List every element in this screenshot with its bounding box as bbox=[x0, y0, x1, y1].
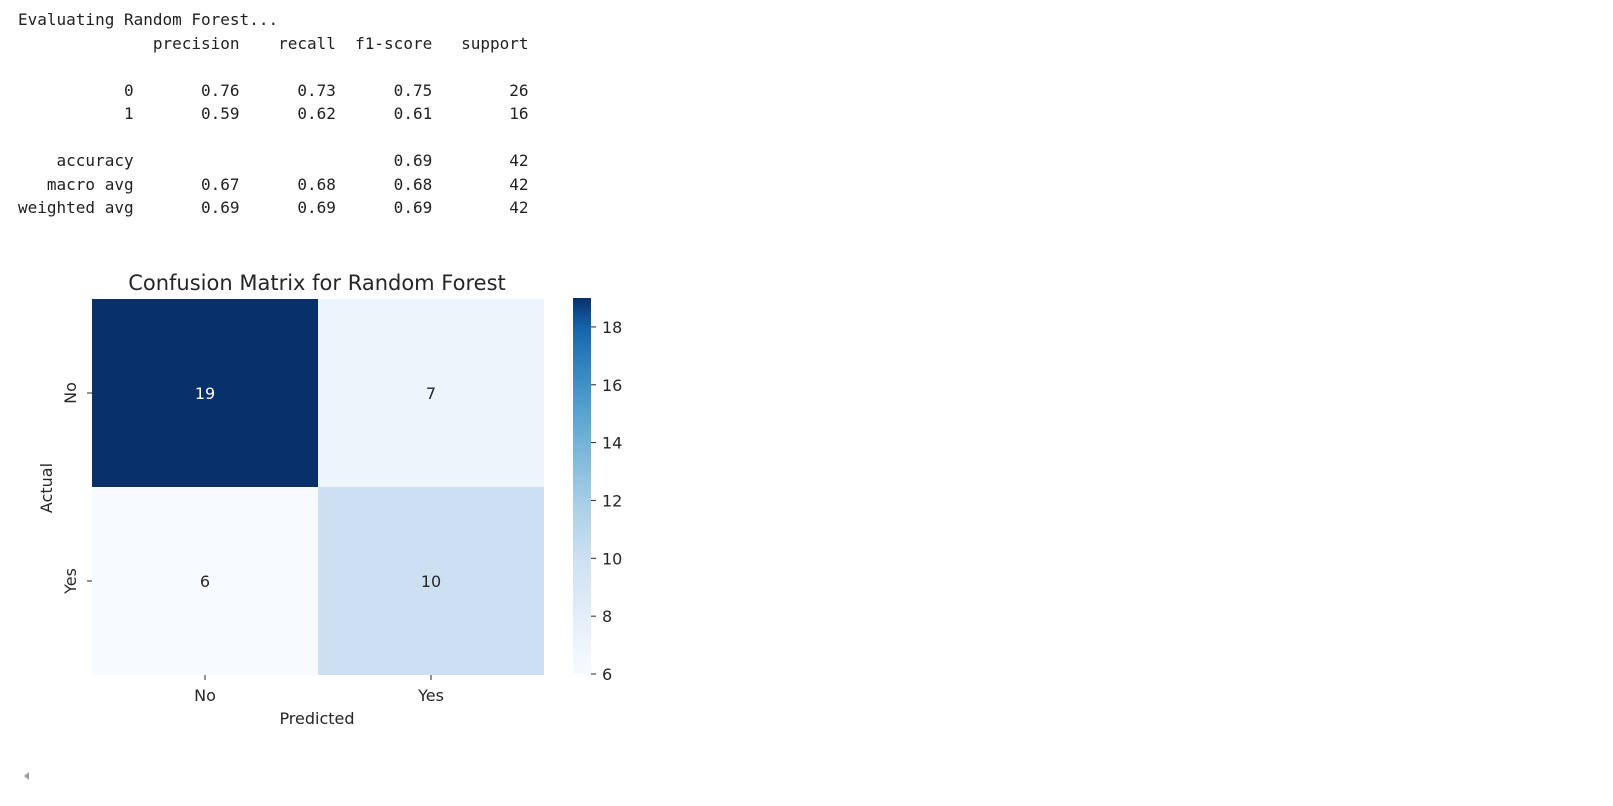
cell-value-label: 19 bbox=[195, 384, 215, 403]
left-triangle-icon[interactable] bbox=[24, 772, 29, 780]
report-line: 0 0.76 0.73 0.75 26 bbox=[18, 80, 529, 100]
report-line: weighted avg 0.69 0.69 0.69 42 bbox=[18, 198, 529, 217]
colorbar-tick-label: 6 bbox=[602, 665, 612, 684]
heatmap-cell bbox=[318, 487, 544, 675]
report-line bbox=[18, 126, 529, 150]
colorbar-tick-label: 14 bbox=[602, 434, 622, 453]
colorbar bbox=[573, 298, 591, 674]
cell-value-label: 10 bbox=[421, 572, 441, 591]
y-axis: No Yes bbox=[61, 382, 92, 595]
y-tick-label: No bbox=[61, 382, 80, 404]
cell-value-label: 6 bbox=[200, 572, 210, 591]
chart-title: Confusion Matrix for Random Forest bbox=[128, 271, 506, 295]
report-line: accuracy 0.69 42 bbox=[18, 151, 529, 170]
cell-value-label: 7 bbox=[426, 384, 436, 403]
y-axis-label: Actual bbox=[37, 463, 56, 513]
x-axis: No Yes bbox=[194, 675, 444, 705]
y-tick-label: Yes bbox=[61, 568, 80, 595]
heatmap-cells: 19 7 6 10 bbox=[92, 299, 544, 675]
report-header-line: Evaluating Random Forest... bbox=[18, 10, 279, 29]
heatmap-cell bbox=[92, 487, 318, 675]
x-tick-label: No bbox=[194, 686, 216, 705]
colorbar-tick-label: 8 bbox=[602, 607, 612, 626]
x-tick-label: Yes bbox=[417, 686, 444, 705]
colorbar-tick-label: 16 bbox=[602, 376, 622, 395]
colorbar-tick-label: 12 bbox=[602, 491, 622, 510]
report-line bbox=[18, 55, 529, 79]
report-columns-line: precision recall f1-score support bbox=[18, 33, 529, 53]
confusion-matrix-chart: Confusion Matrix for Random Forest 19 76 1… bbox=[37, 271, 622, 728]
heatmap-cell bbox=[318, 299, 544, 487]
colorbar-tick-label: 18 bbox=[602, 318, 622, 337]
colorbar-ticks: 6 8 10 12 14 16 18 bbox=[591, 318, 622, 684]
report-line: macro avg 0.67 0.68 0.68 42 bbox=[18, 174, 529, 194]
classification-report: Evaluating Random Forest... precision re… bbox=[18, 8, 529, 220]
x-axis-label: Predicted bbox=[279, 709, 354, 728]
heatmap-cell bbox=[92, 299, 318, 487]
report-line: 1 0.59 0.62 0.61 16 bbox=[18, 104, 529, 123]
colorbar-tick-label: 10 bbox=[602, 549, 622, 568]
